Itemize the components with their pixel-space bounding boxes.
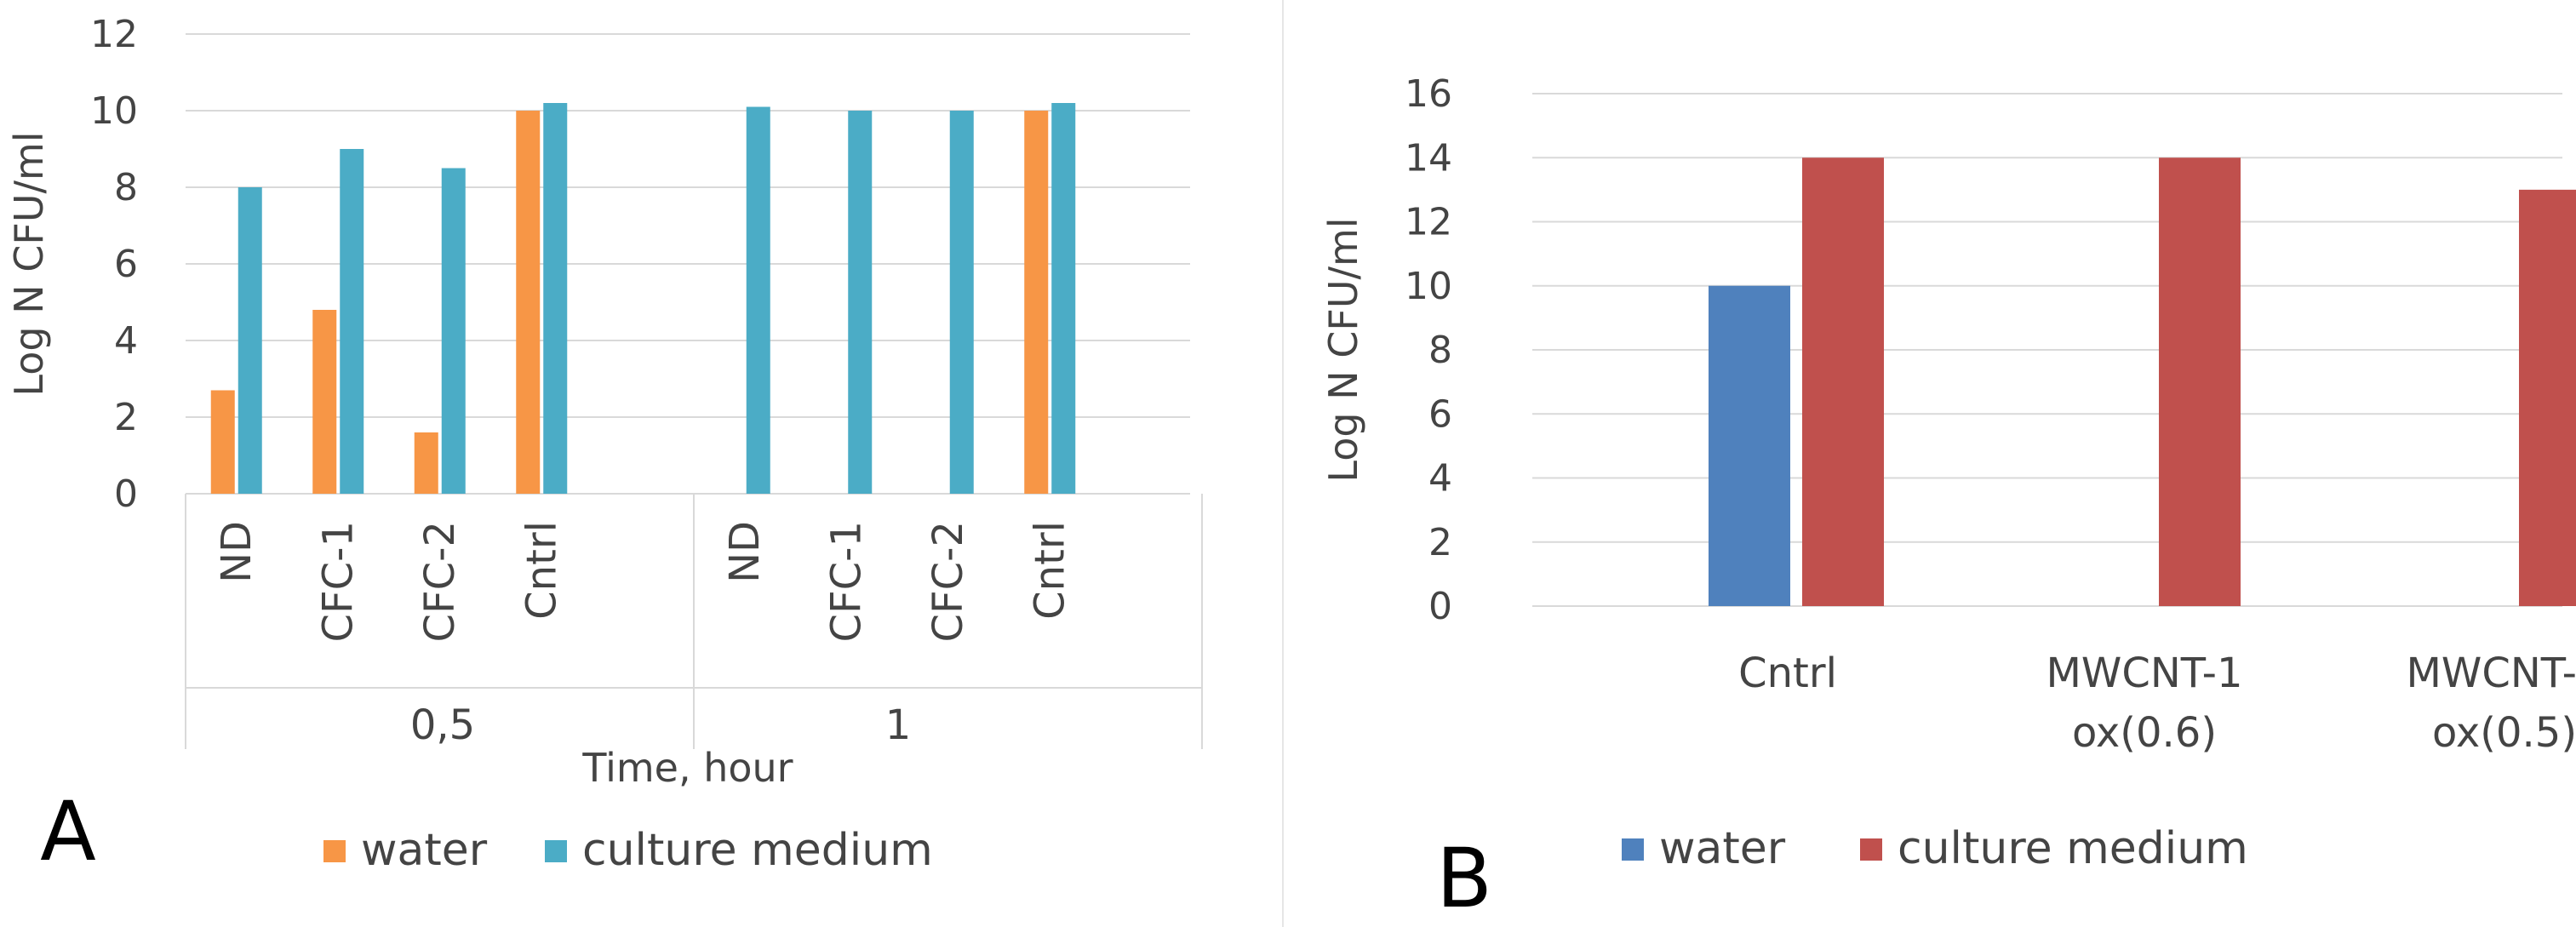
x-category-label: ND: [721, 521, 769, 583]
bar-water: [516, 111, 541, 494]
x-category-label: MWCNT-2: [2406, 649, 2576, 697]
bar-culture-medium: [746, 106, 770, 494]
bar-water: [1709, 285, 1790, 606]
bar-culture-medium: [441, 168, 466, 494]
y-tick-label: 12: [90, 13, 138, 56]
x-category-label: Cntrl: [518, 521, 565, 620]
chart-a: 0 2 4 6 8 10 12 ND CFC-1 CFC-2 Cntrl ND CFC-1 CFC-2 Cn…: [6, 13, 1203, 879]
x-category-label: MWCNT-1: [2046, 649, 2242, 697]
y-axis-title: Log N CFU/ml: [6, 131, 52, 396]
bar-water: [312, 310, 337, 494]
y-tick-label: 10: [1405, 265, 1452, 308]
x-category-label: ox(0.5): [2432, 709, 2576, 757]
bar-culture-medium: [340, 149, 364, 494]
x-category-label: Cntrl: [1026, 521, 1073, 620]
y-axis-title: Log N CFU/ml: [1320, 217, 1366, 482]
y-tick-label: 14: [1405, 136, 1452, 180]
bar-water: [1024, 111, 1049, 494]
x-category-label: Cntrl: [1738, 649, 1837, 697]
y-tick-label: 10: [90, 89, 138, 133]
panel-label: B: [1436, 831, 1492, 926]
y-tick-label: 16: [1405, 72, 1452, 116]
legend-label: culture medium: [1898, 823, 2248, 874]
bar-culture-medium: [949, 111, 974, 494]
bar-culture-medium: [1051, 103, 1076, 494]
x-category-label: CFC-1: [822, 521, 870, 643]
legend-swatch: [1860, 838, 1882, 861]
legend-label: water: [1659, 823, 1786, 874]
x-category-label: CFC-2: [416, 521, 464, 643]
x-group-label: 1: [885, 701, 912, 749]
bar-culture-medium: [2519, 189, 2576, 606]
y-tick-label: 8: [1428, 329, 1452, 372]
legend-swatch: [323, 840, 346, 862]
y-tick-label: 2: [114, 396, 138, 439]
x-category-label: ND: [213, 521, 260, 583]
y-tick-label: 6: [1428, 392, 1452, 436]
panel-label: A: [40, 784, 96, 879]
bar-culture-medium: [848, 111, 873, 494]
y-tick-label: 4: [114, 319, 138, 363]
bar-culture-medium: [238, 187, 262, 494]
legend-label: water: [361, 825, 488, 876]
y-tick-label: 6: [114, 243, 138, 286]
y-tick-label: 0: [114, 472, 138, 516]
bar-water: [414, 432, 438, 494]
x-group-label: 0,5: [410, 701, 475, 749]
x-category-label: ox(0.6): [2072, 709, 2217, 757]
bar-culture-medium: [2159, 157, 2241, 606]
bar-water: [210, 390, 235, 494]
y-tick-label: 12: [1405, 201, 1452, 244]
bar-culture-medium: [543, 103, 568, 494]
x-category-label: CFC-1: [314, 521, 362, 643]
x-category-label: CFC-2: [924, 521, 972, 643]
legend-swatch: [545, 840, 567, 862]
y-tick-label: 8: [114, 166, 138, 209]
bar-culture-medium: [1802, 157, 1884, 606]
x-axis-title: Time, hour: [581, 745, 793, 791]
y-tick-label: 0: [1428, 585, 1452, 628]
legend-label: culture medium: [582, 825, 933, 876]
legend-swatch: [1622, 838, 1644, 861]
chart-b: 0 2 4 6 8 10 12 14 16 Cntrl MWCNT-1 ox(0.6) MWCNT-2 o…: [1320, 72, 2576, 926]
y-tick-label: 2: [1428, 521, 1452, 564]
y-tick-label: 4: [1428, 457, 1452, 501]
